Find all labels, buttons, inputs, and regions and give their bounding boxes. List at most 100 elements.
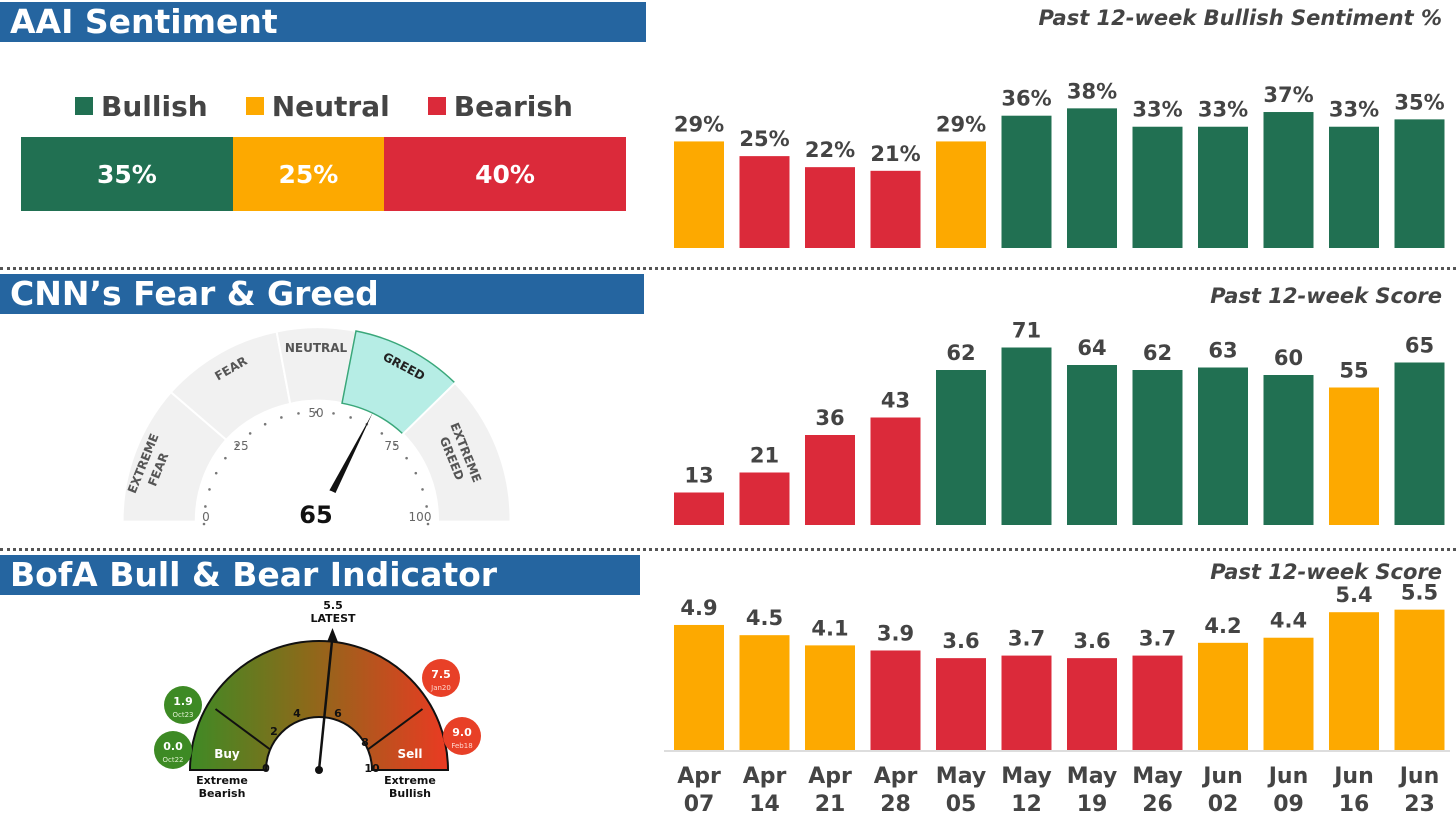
gauge-tick-dot bbox=[425, 505, 428, 508]
bofa-latest-value: 5.5 bbox=[323, 599, 343, 612]
week-label-day-3: 21 bbox=[815, 792, 846, 817]
aai-chart-subtitle: Past 12-week Bullish Sentiment % bbox=[1038, 6, 1442, 30]
bar-label-4: 43 bbox=[881, 389, 910, 413]
extreme-bullish-label-1: Extreme bbox=[384, 774, 436, 787]
marker-7-5-value: 7.5 bbox=[431, 668, 451, 681]
cnn-tick-50: 50 bbox=[308, 406, 323, 420]
bofa-tick-2: 2 bbox=[270, 725, 278, 738]
sell-zone-divider bbox=[367, 708, 424, 750]
score-badge bbox=[276, 488, 356, 540]
bar-label-4: 3.9 bbox=[877, 621, 914, 645]
buy-label: Buy bbox=[214, 747, 240, 761]
aai-bullish-bar-chart: 29% 25% 22% 21% 29% 36% 38% 33% 33% 37% 33% 35% bbox=[674, 79, 1445, 249]
marker-9-0-value: 9.0 bbox=[452, 726, 472, 739]
bar-label-1: 13 bbox=[684, 464, 713, 488]
bar-4 bbox=[870, 170, 921, 248]
week-label-month-8: May bbox=[1132, 764, 1182, 789]
bar-5 bbox=[936, 141, 986, 248]
section-divider-1 bbox=[0, 267, 1456, 270]
bar-10 bbox=[1263, 375, 1314, 525]
bofa-needle-tip bbox=[327, 628, 338, 642]
legend-bearish: Bearish bbox=[427, 90, 573, 123]
aai-title-banner: AAI Sentiment bbox=[0, 2, 646, 42]
cnn-chart-subtitle: Past 12-week Score bbox=[1210, 284, 1442, 308]
gauge-tick-dot bbox=[248, 432, 252, 435]
gauge-tick-dot bbox=[235, 443, 239, 447]
bar-label-3: 36 bbox=[815, 406, 844, 430]
marker-0-0-date: Oct22 bbox=[162, 756, 183, 764]
bofa-tick-10: 10 bbox=[364, 762, 380, 775]
bar-8 bbox=[1132, 126, 1183, 248]
gauge-tick-dot bbox=[414, 471, 418, 475]
bar-label-11: 55 bbox=[1339, 359, 1368, 383]
bar-4 bbox=[870, 417, 921, 525]
bar-1 bbox=[674, 141, 724, 248]
bofa-latest-label: LATEST bbox=[310, 612, 356, 625]
bofa-tick-0: 0 bbox=[262, 762, 270, 775]
week-label-month-9: Jun bbox=[1201, 764, 1243, 789]
aai-legend: Bullish Neutral Bearish bbox=[22, 86, 626, 126]
extreme-bullish-label-2: Bullish bbox=[389, 787, 431, 800]
legend-bullish-swatch bbox=[75, 97, 94, 115]
bofa-needle bbox=[317, 635, 334, 771]
cnn-title: CNN’s Fear & Greed bbox=[10, 274, 379, 313]
bar-label-3: 22% bbox=[805, 138, 855, 162]
bar-9 bbox=[1198, 642, 1248, 750]
bar-9 bbox=[1198, 367, 1248, 525]
gauge-tick-dot bbox=[421, 488, 424, 491]
gauge-segment-extreme-greed bbox=[401, 381, 512, 523]
bar-3 bbox=[805, 435, 855, 525]
week-label-month-2: Apr bbox=[743, 764, 787, 789]
bar-5 bbox=[936, 658, 986, 750]
bar-label-5: 29% bbox=[936, 112, 986, 136]
stack-segment-neutral: 25% bbox=[232, 137, 384, 211]
week-label-month-3: Apr bbox=[808, 764, 852, 789]
week-label-day-5: 05 bbox=[946, 792, 977, 817]
bar-1 bbox=[674, 492, 724, 525]
gauge-tick-dot bbox=[280, 416, 283, 419]
week-label-day-7: 19 bbox=[1077, 792, 1108, 817]
bofa-tick-4: 4 bbox=[293, 707, 301, 720]
week-label-month-10: Jun bbox=[1267, 764, 1309, 789]
bar-12 bbox=[1394, 119, 1445, 248]
gauge-tick-dot bbox=[405, 456, 408, 460]
week-label-day-10: 09 bbox=[1273, 792, 1304, 817]
bofa-score-bar-chart: 4.9 4.5 4.1 3.9 3.6 3.7 3.6 3.7 4.2 4.4 5.4 5.5 bbox=[674, 581, 1445, 750]
bar-label-12: 35% bbox=[1394, 90, 1444, 114]
legend-bullish: Bullish bbox=[75, 90, 208, 123]
bar-1 bbox=[674, 624, 724, 750]
bar-label-1: 4.9 bbox=[680, 596, 717, 620]
bar-8 bbox=[1132, 370, 1183, 525]
week-label-month-12: Jun bbox=[1398, 764, 1440, 789]
legend-neutral-label: Neutral bbox=[271, 89, 390, 123]
bar-6 bbox=[1001, 115, 1052, 248]
fear-greed-gauge: EXTREME FEAR FEAR NEUTRAL GREED EXTREME … bbox=[121, 326, 512, 540]
gauge-needle bbox=[320, 412, 373, 510]
bar-label-7: 38% bbox=[1067, 79, 1117, 103]
sell-label: Sell bbox=[397, 747, 422, 761]
gauge-tick-dot bbox=[297, 412, 300, 415]
gauge-tick-dot bbox=[380, 432, 384, 435]
gauge-tick-dot bbox=[202, 522, 206, 526]
marker-0-0 bbox=[154, 731, 192, 769]
bar-label-2: 21 bbox=[750, 444, 779, 468]
bar-4 bbox=[870, 650, 921, 750]
bar-11 bbox=[1329, 612, 1379, 750]
bar-label-11: 5.4 bbox=[1335, 583, 1372, 607]
legend-bearish-swatch bbox=[427, 97, 446, 115]
bar-label-10: 60 bbox=[1274, 346, 1303, 370]
week-label-day-9: 02 bbox=[1208, 792, 1239, 817]
week-label-day-8: 26 bbox=[1142, 792, 1173, 817]
bar-11 bbox=[1329, 126, 1379, 248]
bar-label-5: 62 bbox=[946, 341, 975, 365]
legend-neutral-swatch bbox=[245, 97, 264, 115]
extreme-bearish-label-1: Extreme bbox=[196, 774, 248, 787]
gauge-tick-dot bbox=[349, 416, 352, 419]
bar-label-9: 33% bbox=[1198, 98, 1248, 122]
week-label-day-6: 12 bbox=[1011, 792, 1042, 817]
bofa-chart-subtitle: Past 12-week Score bbox=[1210, 560, 1442, 584]
bar-label-4: 21% bbox=[870, 142, 920, 166]
gauge-tick-dot bbox=[214, 471, 218, 475]
gauge-tick-dot bbox=[204, 505, 207, 508]
